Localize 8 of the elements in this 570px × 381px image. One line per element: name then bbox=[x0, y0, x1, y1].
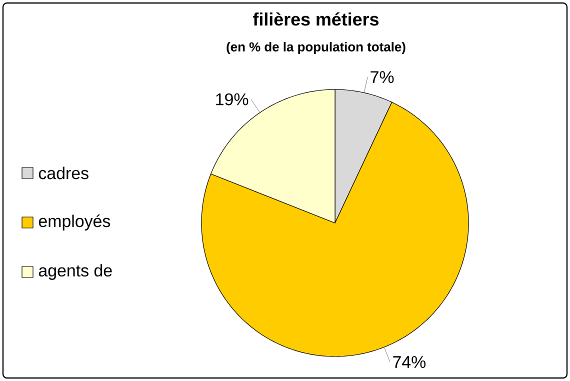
chart-title: filières métiers bbox=[253, 12, 379, 26]
legend-label: employés bbox=[38, 214, 110, 230]
chart-subtitle: (en % de la population totale) bbox=[226, 42, 406, 54]
legend-label: cadres bbox=[38, 166, 88, 180]
data-label: 7% bbox=[370, 71, 394, 83]
legend-label: agents de bbox=[38, 264, 112, 280]
data-label: 74% bbox=[393, 356, 426, 368]
data-label: 19% bbox=[216, 93, 248, 106]
